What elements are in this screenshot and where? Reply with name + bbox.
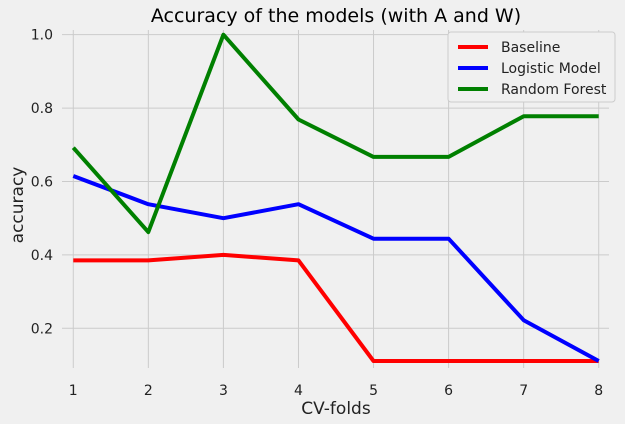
legend-label-baseline: Baseline: [501, 40, 560, 56]
legend: Baseline Logistic Model Random Forest: [447, 31, 616, 103]
tick-labels: 1 2 3 4 5 6 7 8 0.2 0.4 0.6 0.8 1.0: [31, 28, 603, 399]
series-line-random-forest: [71, 32, 599, 235]
y-tick-label: 0.6: [31, 174, 53, 190]
y-axis-label: accuracy: [8, 167, 28, 244]
series-line-logistic-model: [72, 174, 600, 363]
x-axis-label: CV-folds: [301, 399, 371, 419]
legend-label-random-forest: Random Forest: [501, 82, 607, 98]
x-tick-label: 1: [69, 383, 78, 399]
x-tick-label: 2: [144, 383, 153, 399]
x-tick-label: 3: [219, 383, 228, 399]
x-tick-label: 4: [294, 383, 303, 399]
x-tick-label: 6: [444, 383, 453, 399]
x-tick-label: 8: [594, 383, 603, 399]
y-tick-label: 0.4: [31, 248, 53, 264]
y-tick-label: 0.8: [31, 101, 53, 117]
legend-box: [447, 31, 616, 103]
legend-label-logistic-model: Logistic Model: [501, 61, 601, 77]
y-tick-label: 0.2: [31, 321, 53, 337]
chart-title: Accuracy of the models (with A and W): [151, 5, 521, 27]
x-tick-label: 5: [369, 383, 378, 399]
x-tick-label: 7: [519, 383, 528, 399]
series-line-baseline: [73, 252, 599, 363]
y-tick-label: 1.0: [31, 28, 53, 44]
series-lines: [71, 32, 600, 363]
